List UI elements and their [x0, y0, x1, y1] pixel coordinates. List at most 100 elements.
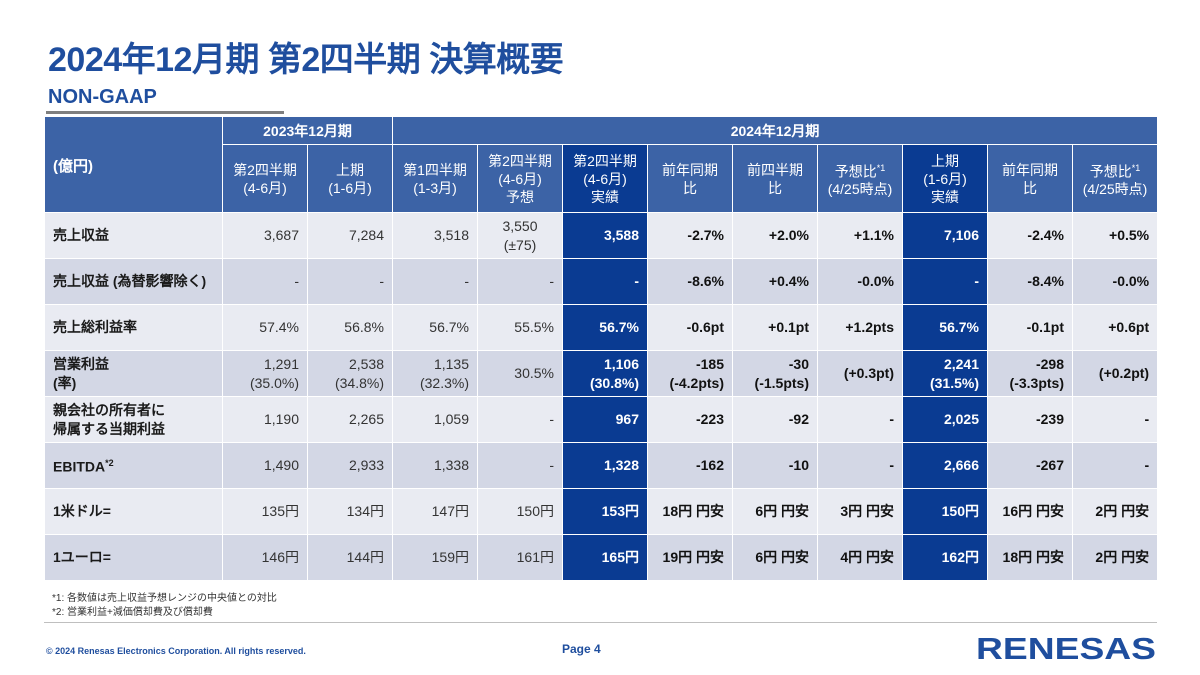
table-cell-line: (+0.3pt)	[843, 365, 894, 381]
table-cell-line: -223	[695, 411, 724, 427]
table-cell-line: (+0.2pt)	[1098, 365, 1150, 381]
table-cell-line: 1,059	[433, 411, 469, 427]
table-cell: -	[392, 258, 478, 305]
table-cell-line: -	[889, 411, 894, 427]
table-row: 売上総利益率 57.4% 56.8% 56.7% 55.5% 56.7% -0.6pt +0.…	[44, 304, 1159, 351]
column-header-line: (4-6月)	[583, 170, 627, 187]
table-cell: 2,666	[902, 442, 988, 489]
table-cell-line: +0.6pt	[1108, 319, 1150, 335]
table-cell-line: -0.1pt	[1026, 319, 1064, 335]
column-header-line: (4/25時点)	[1082, 181, 1148, 198]
table-cell-line: 3,687	[263, 227, 299, 243]
footnote-1: *1: 各数値は売上収益予想レンジの中央値との対比	[52, 593, 277, 604]
row-label: EBITDA*2	[44, 442, 223, 489]
table-cell-line: 1,490	[263, 457, 299, 473]
table-cell: 1,328	[562, 442, 648, 489]
table-cell-line: -	[549, 457, 554, 473]
table-cell-line: 7,106	[943, 227, 979, 243]
column-header: 前年同期比	[987, 144, 1073, 213]
footnotes: *1: 各数値は売上収益予想レンジの中央値との対比 *2: 営業利益+減価償却費…	[52, 592, 277, 620]
table-row: 営業利益 (率) 1,291 (35.0%) 2,538 (34.8%) 1,135 (32.…	[44, 350, 1159, 397]
table-cell: -0.0%	[1071, 258, 1159, 305]
table-cell: 3,550 (±75)	[477, 212, 563, 259]
column-header: 前年同期比	[647, 144, 733, 213]
table-cell: (+0.3pt)	[817, 350, 903, 397]
copyright-text: © 2024 Renesas Electronics Corporation. …	[46, 646, 306, 656]
footer-divider	[44, 622, 1157, 623]
table-cell: 18円 円安	[647, 488, 733, 535]
column-header-line: 実績	[591, 188, 619, 205]
footnote-marker: *1	[1131, 162, 1141, 173]
table-cell: 2円 円安	[1071, 488, 1159, 535]
table-row: 1ユーロ= 146円 144円 159円 161円 165円 19円 円安 6円 円安 4円 円…	[44, 534, 1159, 581]
table-cell: 135円	[222, 488, 308, 535]
table-cell: 3,588	[562, 212, 648, 259]
table-cell-line: -	[549, 411, 554, 427]
table-cell: 55.5%	[477, 304, 563, 351]
table-cell-line: 18円 円安	[662, 503, 724, 519]
table-cell: 57.4%	[222, 304, 308, 351]
table-cell-line: 19円 円安	[662, 549, 724, 565]
table-cell: -2.4%	[987, 212, 1073, 259]
table-cell-line: -162	[695, 457, 724, 473]
table-cell-line: 2,265	[348, 411, 384, 427]
column-header-line: 上期	[336, 161, 364, 178]
table-cell-line: -2.7%	[687, 227, 724, 243]
table-cell-line: 159円	[431, 549, 469, 565]
table-cell: 2,538 (34.8%)	[307, 350, 393, 397]
table-cell: 3,518	[392, 212, 478, 259]
table-cell-line: -10	[788, 457, 809, 473]
table-cell: -239	[987, 396, 1073, 443]
table-cell: -10	[732, 442, 818, 489]
table-cell-line: -	[549, 273, 554, 289]
table-cell: -	[222, 258, 308, 305]
column-header-line: 前年同期比	[662, 161, 718, 196]
row-label: 売上収益 (為替影響除く)	[44, 258, 223, 305]
column-header: 第2四半期 (4-6月)	[222, 144, 308, 213]
table-cell-line: 3円 円安	[840, 503, 894, 519]
column-header: 第2四半期 (4-6月) 実績	[562, 144, 648, 213]
table-cell: 2,265	[307, 396, 393, 443]
row-label-line: 売上収益 (為替影響除く)	[53, 273, 207, 289]
column-header-line: 予想比*1	[1089, 162, 1141, 180]
table-cell-line: -0.6pt	[686, 319, 724, 335]
table-cell-line: -	[1144, 457, 1150, 473]
table-cell: -	[477, 442, 563, 489]
renesas-logo: RENESAS	[976, 632, 1156, 664]
table-cell-line: 967	[615, 411, 639, 427]
table-cell: 967	[562, 396, 648, 443]
table-cell-line: 150円	[516, 503, 554, 519]
table-cell-line: 162円	[941, 549, 979, 565]
row-label: 1ユーロ=	[44, 534, 223, 581]
table-cell-line: 144円	[346, 549, 384, 565]
page-title: 2024年12月期 第2四半期 決算概要	[48, 41, 564, 79]
table-cell: 6円 円安	[732, 488, 818, 535]
table-cell-line: 153円	[601, 503, 639, 519]
column-header-line: 第2四半期	[573, 152, 637, 169]
table-cell-line: 7,284	[348, 227, 384, 243]
column-header-line: (1-6月)	[923, 170, 967, 187]
table-cell-line: 2,025	[943, 411, 979, 427]
table-cell: -	[477, 258, 563, 305]
table-cell-line: +2.0%	[768, 227, 809, 243]
row-label-line: 帰属する当期利益	[53, 420, 165, 437]
column-header-line: (4/25時点)	[827, 181, 893, 198]
table-cell: 1,190	[222, 396, 308, 443]
row-label-line: (率)	[53, 374, 77, 391]
page-number: Page 4	[562, 642, 601, 656]
table-cell-line: (-1.5pts)	[754, 374, 809, 391]
table-cell: 16円 円安	[987, 488, 1073, 535]
table-cell: -8.6%	[647, 258, 733, 305]
table-cell-line: -	[379, 273, 384, 289]
table-cell: 56.7%	[392, 304, 478, 351]
table-cell: 1,106 (30.8%)	[562, 350, 648, 397]
table-cell: 18円 円安	[987, 534, 1073, 581]
table-cell-line: 134円	[346, 503, 384, 519]
table-cell: -30 (-1.5pts)	[732, 350, 818, 397]
table-cell-line: 165円	[601, 549, 639, 565]
table-cell-line: -	[464, 273, 469, 289]
table-cell-line: 6円 円安	[755, 549, 809, 565]
table-cell-line: 56.7%	[429, 319, 469, 335]
table-cell: -	[1071, 396, 1159, 443]
table-cell: 134円	[307, 488, 393, 535]
